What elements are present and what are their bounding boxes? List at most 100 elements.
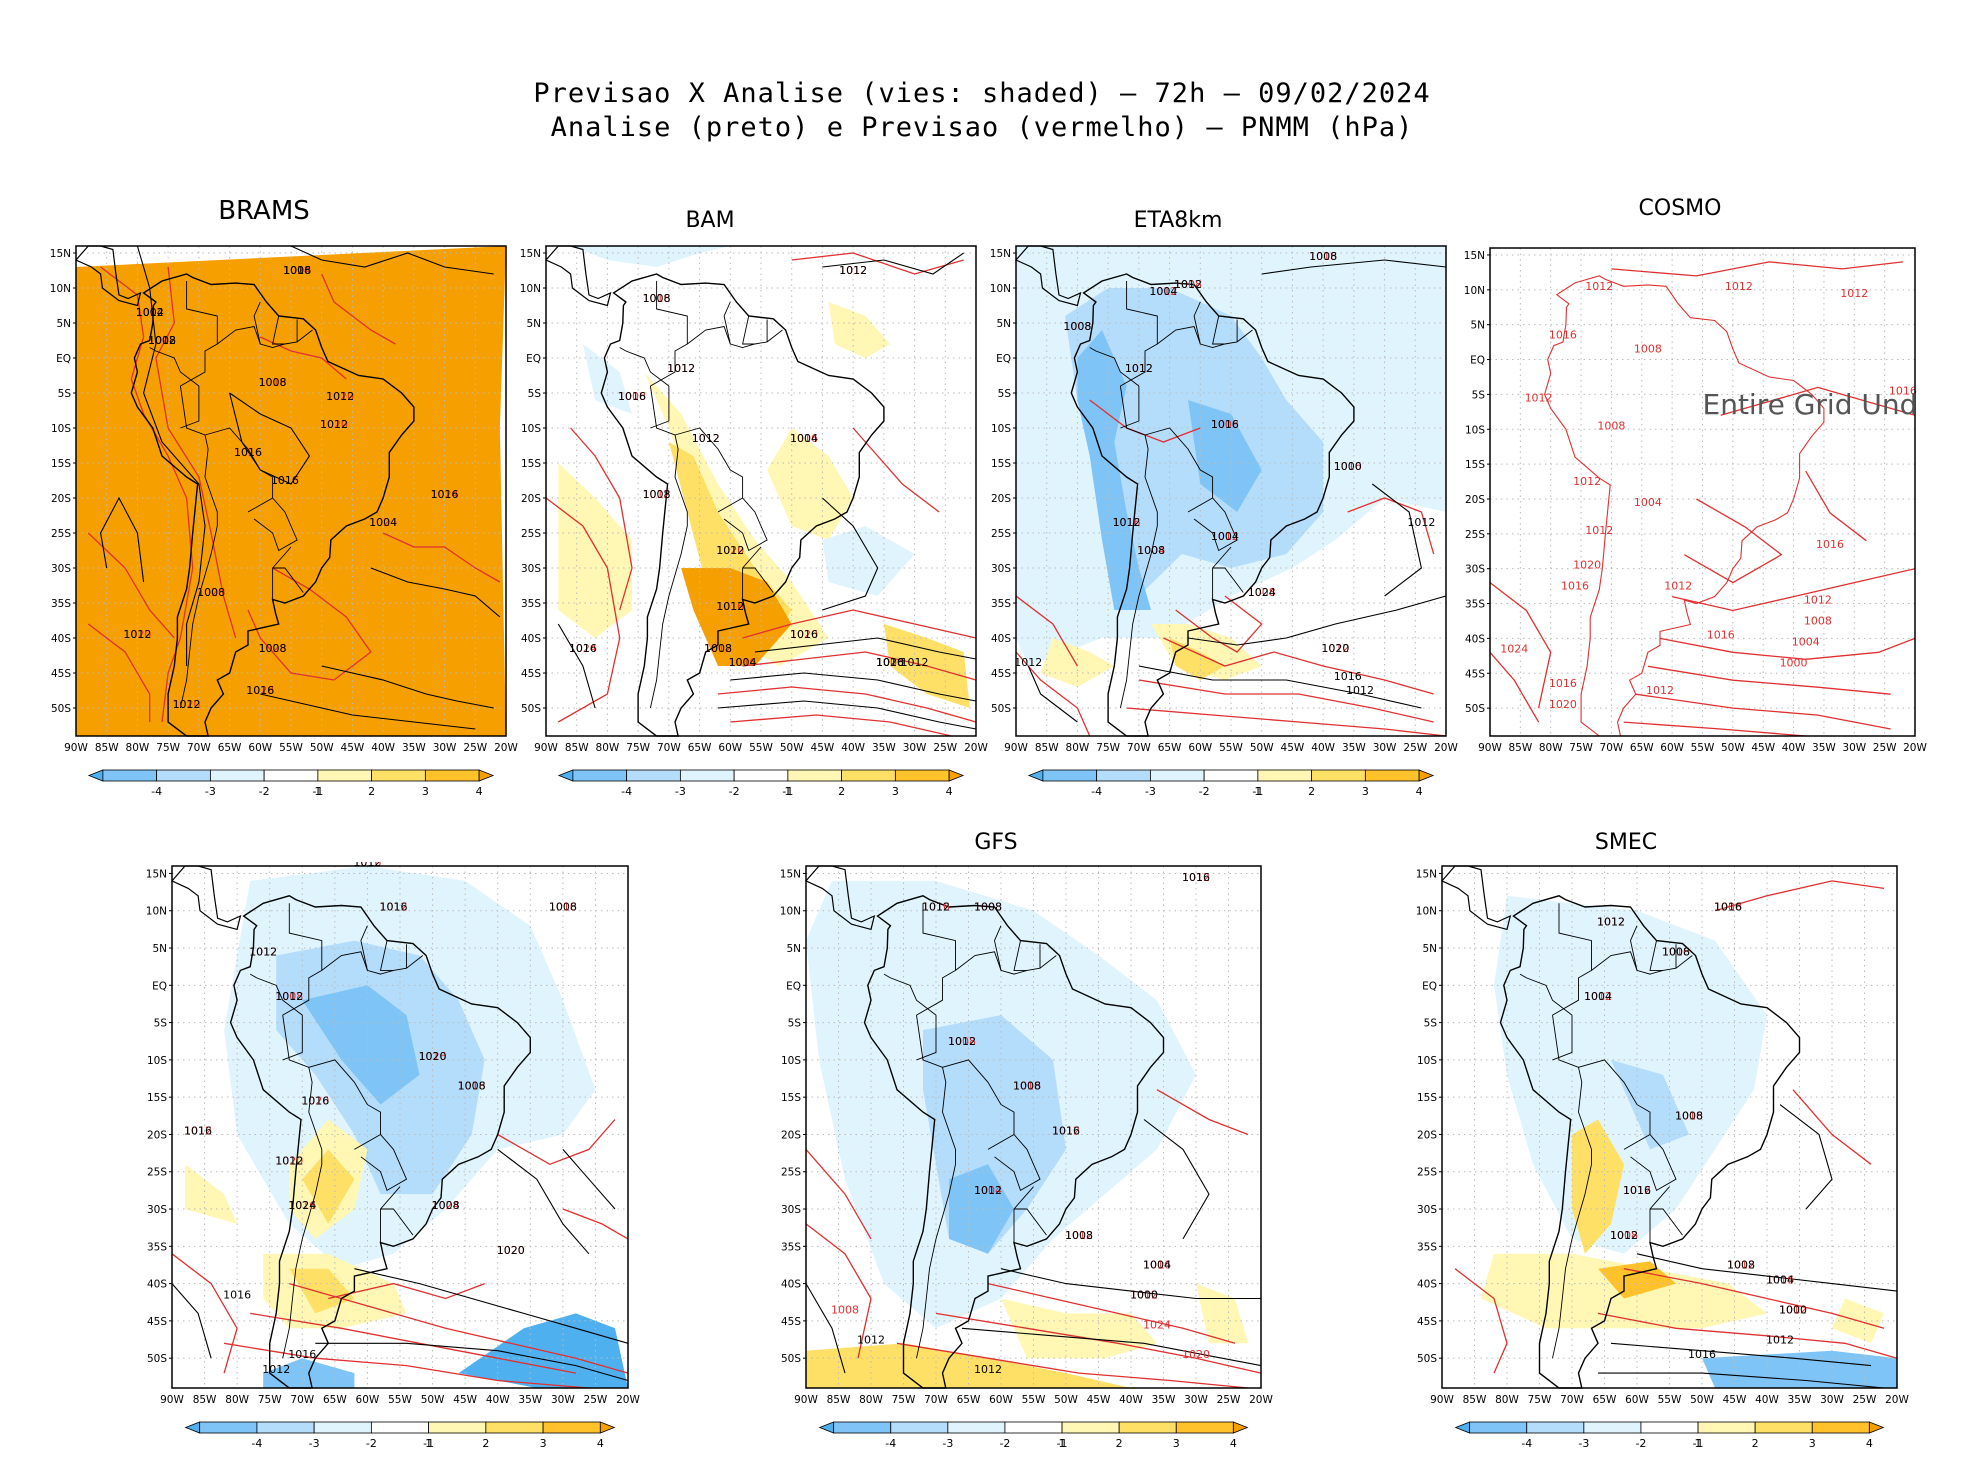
forecast-isobar-label: 1016	[1766, 1274, 1794, 1287]
lat-tick-label: EQ	[1422, 980, 1437, 992]
forecast-isobar-label: 1008	[831, 1303, 859, 1316]
country-border	[321, 951, 424, 975]
analysis-isobar	[1187, 595, 1447, 646]
forecast-isobar	[545, 497, 621, 723]
figure-title-line1: Previsao X Analise (vies: shaded) – 72h …	[533, 78, 1431, 109]
country-border	[1552, 903, 1592, 1016]
lat-tick-label: 5N	[786, 943, 801, 955]
lat-tick-label: 15N	[146, 868, 167, 880]
lat-tick-label: 35S	[51, 598, 71, 610]
forecast-isobar-label: 1008	[876, 656, 904, 669]
country-border	[1014, 1208, 1047, 1236]
lon-tick-label: 65W	[1593, 1394, 1617, 1406]
colorbar-segment	[572, 769, 628, 782]
colorbar-high-arrow	[1232, 1421, 1249, 1434]
forecast-isobar	[852, 427, 940, 513]
colorbar-segment	[1754, 1421, 1813, 1434]
bias-shading-area	[806, 1343, 1131, 1388]
colorbar-tick-label: -2	[1635, 1437, 1646, 1450]
lon-tick-label: 25W	[933, 742, 957, 754]
lat-tick-label: 5S	[154, 1018, 168, 1030]
lon-tick-label: 80W	[1495, 1394, 1519, 1406]
forecast-isobar	[1126, 707, 1447, 737]
lat-tick-label: 50S	[781, 1353, 801, 1365]
forecast-isobar-label: 1016	[1675, 1110, 1703, 1123]
forecast-isobar-label: 1020	[173, 698, 201, 711]
forecast-isobar-label: 1024	[283, 264, 311, 277]
lat-tick-label: 15N	[1464, 250, 1485, 262]
colorbar-tick-label: -4	[1091, 785, 1102, 798]
country-border	[1013, 940, 1027, 971]
forecast-isobar-label: 1008	[974, 901, 1002, 914]
lat-tick-label: 5N	[152, 943, 167, 955]
colorbar-tick-label: 3	[892, 785, 899, 798]
lon-tick-label: 45W	[811, 742, 835, 754]
lat-tick-label: 15S	[147, 1092, 167, 1104]
lat-tick-label: 45S	[781, 1316, 801, 1328]
colorbar-segment	[428, 1421, 487, 1434]
lat-tick-label: 10S	[147, 1055, 167, 1067]
country-border	[1013, 1186, 1034, 1243]
lat-tick-label: 10N	[1464, 285, 1485, 297]
colorbar-segment	[256, 1421, 315, 1434]
lat-tick-label: EQ	[1470, 355, 1485, 367]
forecast-isobar-label: 1008	[1804, 614, 1832, 627]
country-border	[1212, 567, 1244, 593]
colorbar-tick-label: -2	[729, 785, 740, 798]
lat-tick-label: 25S	[1465, 529, 1485, 541]
lon-tick-label: 55W	[388, 1394, 412, 1406]
panel-title-cosmo: COSMO	[1638, 196, 1722, 221]
lon-tick-label: 75W	[258, 1394, 282, 1406]
forecast-isobar-label: 1020	[320, 418, 348, 431]
colorbar-tick-label: 1	[314, 785, 321, 798]
panel-title-eta8km: ETA8km	[1133, 208, 1223, 233]
analysis-isobar	[730, 672, 977, 702]
colorbar-segment	[1042, 769, 1098, 782]
forecast-isobar-label: 1016	[549, 901, 577, 914]
map-panel-smec: 1012 1016 1008 1012 1016 1012 1008 1012 1016 1012…	[1404, 862, 1909, 1466]
map-svg: 1016 100810121008101610121004101210161012…	[780, 865, 1273, 1450]
forecast-isobar	[1683, 498, 1783, 584]
lat-tick-label: 45S	[1417, 1316, 1437, 1328]
analysis-isobar-label: 1016	[1052, 1124, 1080, 1137]
analysis-isobar-label: 1012	[326, 390, 354, 403]
analysis-isobar	[315, 1342, 629, 1382]
bias-shading-area	[828, 302, 890, 358]
lon-tick-label: 55W	[1691, 742, 1715, 754]
colorbar-tick-label: -1	[312, 785, 323, 798]
colorbar-segment	[199, 1421, 258, 1434]
colorbar-tick-label: -3	[205, 785, 216, 798]
forecast-isobar-label: 1016	[1549, 677, 1577, 690]
analysis-isobar-label: 1012	[1113, 516, 1141, 529]
map-frame	[75, 245, 507, 737]
analysis-isobar-label: 1016	[223, 1289, 251, 1302]
analysis-isobar-label: 1016	[1182, 871, 1210, 884]
lon-tick-label: 65W	[218, 742, 242, 754]
forecast-isobar-label: 1016	[1549, 329, 1577, 342]
forecast-isobar-label: 1012	[1623, 1184, 1651, 1197]
colorbar-tick-label: 1	[1254, 785, 1261, 798]
bias-shading-area	[558, 463, 632, 638]
colorbar-segment	[317, 769, 373, 782]
south-america-coastline	[229, 895, 531, 1389]
lon-tick-label: 40W	[1311, 742, 1335, 754]
forecast-isobar	[250, 1312, 577, 1374]
analysis-isobar-label: 1008	[432, 1199, 460, 1212]
bias-shading-area	[1702, 1350, 1897, 1388]
forecast-isobar-label: 1020	[1573, 559, 1601, 572]
country-border	[649, 385, 688, 709]
analysis-isobar-label: 1016	[234, 446, 262, 459]
forecast-isobar-label: 1012	[1065, 1229, 1093, 1242]
lon-tick-label: 60W	[718, 742, 742, 754]
analysis-isobar-label: 1016	[1211, 418, 1239, 431]
analysis-isobar	[961, 1327, 1262, 1367]
country-border	[994, 1134, 1041, 1192]
lat-tick-label: 25S	[521, 528, 541, 540]
analysis-isobar-label: 1012	[857, 1333, 885, 1346]
lon-tick-label: 30W	[1184, 1394, 1208, 1406]
colorbar-segment	[1583, 1421, 1642, 1434]
lat-tick-label: 15N	[780, 868, 801, 880]
forecast-isobar-label: 1016	[259, 376, 287, 389]
forecast-isobar-label: 1016	[716, 600, 744, 613]
bias-shading-area	[767, 428, 854, 540]
